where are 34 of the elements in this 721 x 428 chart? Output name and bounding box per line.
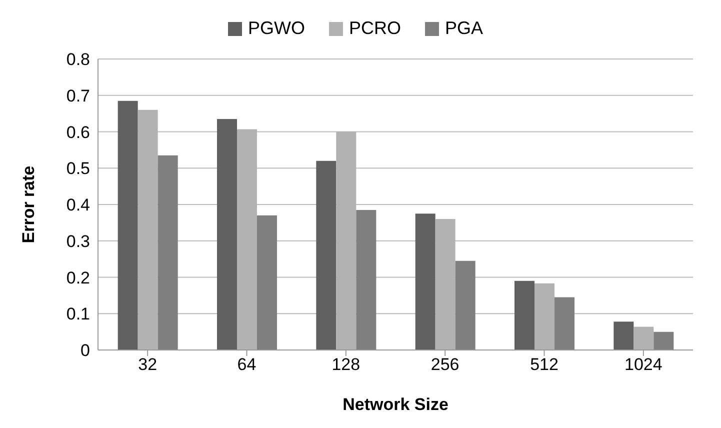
x-tick-label: 64 [237,355,256,374]
y-tick-label: 0.5 [66,159,90,178]
bar [356,210,376,350]
legend-label: PGWO [246,18,305,39]
y-tick-label: 0.4 [66,196,90,215]
y-tick-label: 0.1 [66,304,90,324]
y-tick-label: 0.8 [66,50,90,70]
bar [316,160,336,350]
bar [217,119,237,350]
x-axis-title: Network Size [342,395,448,414]
x-tick-label: 32 [138,355,158,374]
bar [455,260,476,350]
x-tick-label: 128 [332,355,360,374]
y-tick-label: 0.7 [66,86,90,106]
bar [158,155,178,350]
y-tick-label: 0 [80,341,90,360]
y-tick-label: 0.6 [66,122,90,142]
bar [614,322,634,350]
bar [514,280,534,350]
x-tick-label: 256 [430,355,460,374]
legend-label: PCRO [348,18,401,39]
y-tick-label: 0.2 [66,268,90,288]
bar [634,326,654,350]
bar [415,214,436,350]
y-axis-title: Error rate [19,166,38,244]
x-tick-label: 1024 [624,355,662,374]
bar [257,215,277,350]
bar [654,332,674,350]
x-tick-label: 512 [530,355,558,374]
legend-label: PGA [444,18,484,39]
bar [554,297,574,350]
y-tick-label: 0.3 [66,232,90,251]
bar [534,283,554,350]
bar [118,100,138,350]
